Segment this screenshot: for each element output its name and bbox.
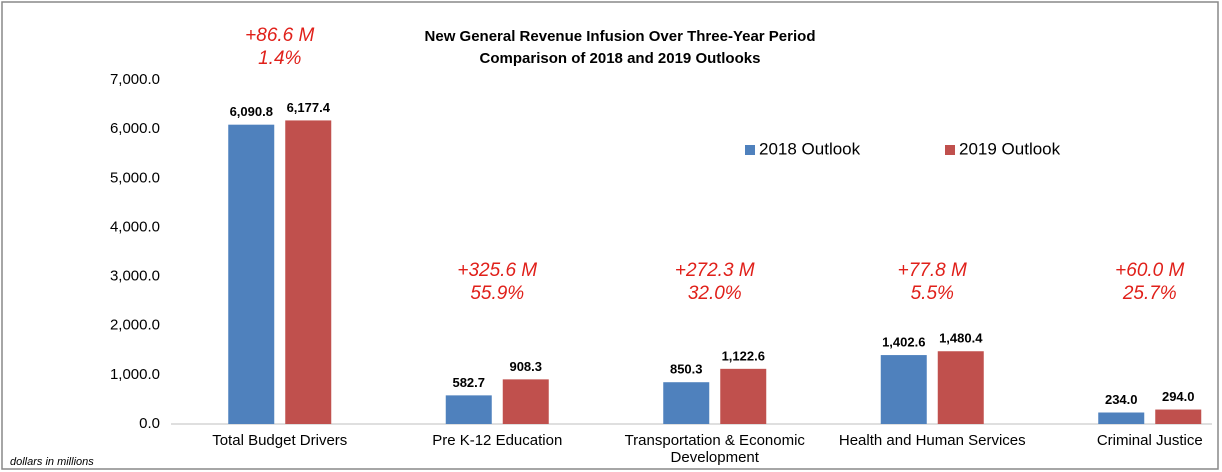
bar <box>285 120 332 424</box>
bar <box>720 368 767 424</box>
footnote: dollars in millions <box>10 456 94 468</box>
data-label: 6,177.4 <box>287 100 331 115</box>
y-tick-label: 3,000.0 <box>110 268 160 285</box>
y-tick-label: 6,000.0 <box>110 120 160 137</box>
annotation: 25.7% <box>1122 283 1177 304</box>
annotation: 5.5% <box>911 283 954 304</box>
legend-swatch <box>745 145 755 155</box>
bar <box>1098 412 1145 424</box>
data-label: 908.3 <box>509 359 542 374</box>
bar <box>880 355 927 424</box>
annotation: +272.3 M <box>675 260 755 281</box>
x-tick-label: Total Budget Drivers <box>212 432 348 449</box>
annotation: +77.8 M <box>898 260 967 281</box>
annotation: 32.0% <box>688 283 742 304</box>
data-label: 1,402.6 <box>882 335 925 350</box>
legend-swatch <box>945 145 955 155</box>
annotation: 1.4% <box>258 48 301 69</box>
data-label: 582.7 <box>452 375 485 390</box>
bar <box>228 124 275 424</box>
chart-title: New General Revenue Infusion Over Three-… <box>425 28 816 45</box>
x-tick-label: Pre K-12 Education <box>432 432 563 449</box>
y-tick-label: 0.0 <box>139 415 160 432</box>
y-tick-label: 2,000.0 <box>110 317 160 334</box>
chart-subtitle: Comparison of 2018 and 2019 Outlooks <box>480 50 761 67</box>
data-label: 234.0 <box>1105 392 1138 407</box>
bar <box>663 382 710 424</box>
annotation: +60.0 M <box>1115 260 1184 281</box>
data-label: 1,122.6 <box>722 348 765 363</box>
y-tick-label: 5,000.0 <box>110 169 160 186</box>
data-label: 6,090.8 <box>230 104 273 119</box>
data-label: 294.0 <box>1162 389 1195 404</box>
annotation: +86.6 M <box>245 25 314 46</box>
bar <box>937 351 984 424</box>
bar <box>1155 409 1202 424</box>
data-label: 850.3 <box>670 362 703 377</box>
annotation: +325.6 M <box>457 260 537 281</box>
bar <box>445 395 492 424</box>
x-tick-label: Transportation & Economic Development <box>624 432 805 466</box>
x-tick-label: Criminal Justice <box>1096 432 1203 449</box>
y-tick-label: 1,000.0 <box>110 366 160 383</box>
bar <box>502 379 549 424</box>
legend-label: 2019 Outlook <box>959 139 1061 158</box>
y-tick-label: 7,000.0 <box>110 71 160 88</box>
data-label: 1,480.4 <box>939 331 983 346</box>
y-tick-label: 4,000.0 <box>110 218 160 235</box>
annotation: 55.9% <box>470 283 524 304</box>
x-tick-label: Health and Human Services <box>838 432 1026 449</box>
legend-label: 2018 Outlook <box>759 139 861 158</box>
